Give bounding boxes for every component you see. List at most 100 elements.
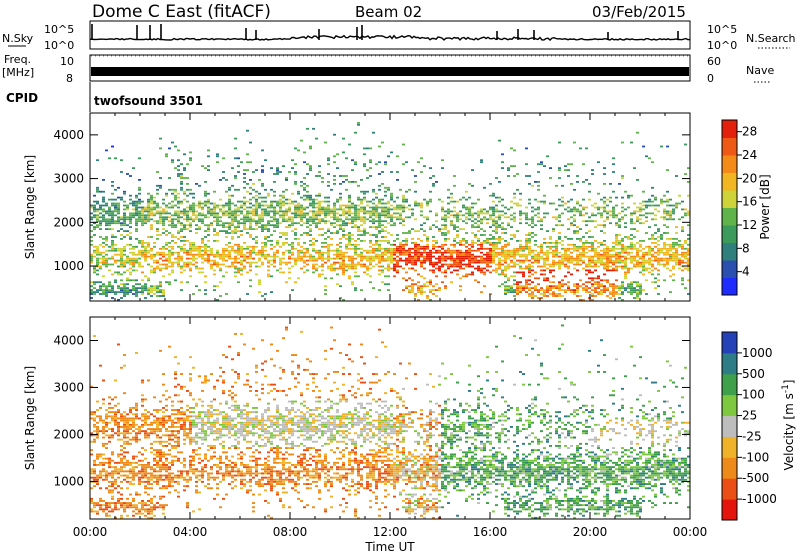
heatmap-cell bbox=[387, 275, 390, 278]
heatmap-cell bbox=[165, 259, 168, 262]
heatmap-cell bbox=[255, 202, 258, 205]
heatmap-cell bbox=[480, 243, 483, 246]
heatmap-cell bbox=[390, 220, 393, 223]
heatmap-cell bbox=[426, 236, 429, 238]
heatmap-cell bbox=[249, 285, 252, 288]
heatmap-cell bbox=[264, 214, 267, 217]
heatmap-cell bbox=[135, 224, 138, 227]
heatmap-cell bbox=[159, 206, 162, 209]
heatmap-cell bbox=[180, 188, 183, 191]
heatmap-cell bbox=[336, 230, 339, 232]
heatmap-cell bbox=[606, 218, 609, 221]
heatmap-cell bbox=[120, 457, 123, 460]
heatmap-cell bbox=[516, 293, 519, 295]
heatmap-cell bbox=[243, 267, 246, 270]
heatmap-cell bbox=[597, 206, 600, 209]
heatmap-cell bbox=[384, 220, 387, 223]
heatmap-cell bbox=[642, 204, 645, 207]
heatmap-cell bbox=[375, 210, 378, 213]
heatmap-cell bbox=[663, 212, 666, 215]
heatmap-cell bbox=[573, 218, 576, 221]
heatmap-cell bbox=[354, 249, 357, 252]
heatmap-cell bbox=[531, 216, 534, 219]
heatmap-cell bbox=[531, 206, 534, 209]
heatmap-cell bbox=[108, 228, 111, 230]
heatmap-cell bbox=[519, 285, 522, 288]
heatmap-cell bbox=[621, 218, 624, 221]
heatmap-cell bbox=[171, 204, 174, 207]
heatmap-cell bbox=[519, 271, 522, 274]
heatmap-cell bbox=[429, 283, 432, 286]
heatmap-cell bbox=[417, 204, 420, 207]
heatmap-cell bbox=[93, 419, 96, 422]
heatmap-cell bbox=[570, 216, 573, 219]
heatmap-cell bbox=[576, 226, 579, 228]
heatmap-cell bbox=[576, 291, 579, 293]
heatmap-cell bbox=[372, 257, 375, 260]
heatmap-cell bbox=[189, 251, 192, 254]
heatmap-cell bbox=[576, 253, 579, 256]
heatmap-cell bbox=[528, 218, 531, 221]
heatmap-cell bbox=[138, 218, 141, 221]
heatmap-cell bbox=[492, 243, 495, 246]
heatmap-cell bbox=[177, 159, 180, 162]
heatmap-cell bbox=[618, 257, 621, 260]
heatmap-cell bbox=[147, 263, 150, 266]
heatmap-cell bbox=[396, 206, 399, 209]
heatmap-cell bbox=[276, 269, 279, 272]
heatmap-cell bbox=[276, 255, 279, 258]
heatmap-cell bbox=[543, 194, 546, 197]
heatmap-cell bbox=[444, 220, 447, 223]
heatmap-cell bbox=[282, 204, 285, 207]
heatmap-cell bbox=[282, 190, 285, 193]
heatmap-cell bbox=[150, 214, 153, 217]
heatmap-cell bbox=[477, 212, 480, 215]
heatmap-cell bbox=[441, 255, 444, 258]
heatmap-cell bbox=[471, 206, 474, 209]
heatmap-cell bbox=[414, 249, 417, 252]
heatmap-cell bbox=[135, 259, 138, 262]
heatmap-cell bbox=[303, 251, 306, 254]
heatmap-cell bbox=[456, 226, 459, 228]
heatmap-cell bbox=[669, 243, 672, 246]
heatmap-cell bbox=[513, 289, 516, 291]
heatmap-cell bbox=[558, 259, 561, 262]
heatmap-cell bbox=[123, 430, 126, 433]
heatmap-cell bbox=[540, 293, 543, 295]
heatmap-cell bbox=[192, 263, 195, 266]
heatmap-cell bbox=[366, 204, 369, 207]
heatmap-cell bbox=[318, 192, 321, 195]
heatmap-cell bbox=[339, 220, 342, 223]
heatmap-cell bbox=[612, 287, 615, 289]
heatmap-cell bbox=[507, 285, 510, 288]
heatmap-cell bbox=[495, 269, 498, 272]
heatmap-cell bbox=[123, 259, 126, 262]
heatmap-cell bbox=[510, 289, 513, 291]
heatmap-cell bbox=[636, 210, 639, 213]
colorbar-swatch bbox=[722, 155, 737, 173]
heatmap-cell bbox=[603, 257, 606, 260]
heatmap-cell bbox=[366, 232, 369, 234]
heatmap-cell bbox=[240, 204, 243, 207]
heatmap-cell bbox=[297, 204, 300, 207]
heatmap-cell bbox=[552, 242, 555, 244]
heatmap-cell bbox=[111, 289, 114, 291]
heatmap-cell bbox=[177, 196, 180, 199]
heatmap-cell bbox=[195, 204, 198, 207]
heatmap-cell bbox=[615, 269, 618, 272]
heatmap-cell bbox=[342, 263, 345, 266]
heatmap-cell bbox=[132, 202, 135, 205]
heatmap-cell bbox=[165, 242, 168, 244]
heatmap-cell bbox=[93, 464, 96, 466]
heatmap-cell bbox=[453, 265, 456, 268]
heatmap-cell bbox=[99, 470, 102, 473]
heatmap-cell bbox=[603, 249, 606, 252]
heatmap-cell bbox=[453, 240, 456, 242]
heatmap-cell bbox=[234, 243, 237, 246]
heatmap-cell bbox=[276, 220, 279, 223]
heatmap-cell bbox=[351, 283, 354, 286]
heatmap-cell bbox=[213, 202, 216, 205]
heatmap-cell bbox=[648, 226, 651, 228]
heatmap-cell bbox=[351, 265, 354, 268]
heatmap-cell bbox=[219, 263, 222, 266]
